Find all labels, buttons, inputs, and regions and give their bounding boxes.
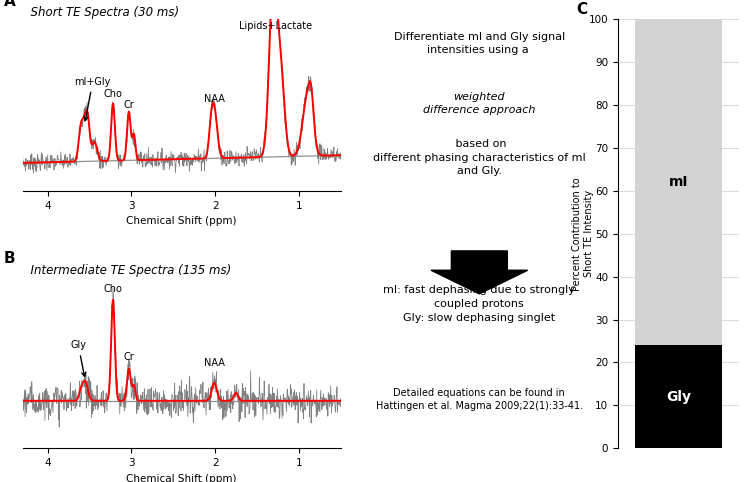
Text: Lipids+Lactate: Lipids+Lactate <box>239 21 312 31</box>
Text: B: B <box>4 251 15 266</box>
Text: Cho: Cho <box>103 89 122 99</box>
Text: Cho: Cho <box>103 284 122 294</box>
Text: Cr: Cr <box>124 352 134 362</box>
Text: mI: mI <box>669 175 688 189</box>
Text: Intermediate TE Spectra (135 ms): Intermediate TE Spectra (135 ms) <box>23 264 231 277</box>
Text: weighted
difference approach: weighted difference approach <box>423 92 535 115</box>
Text: Gly: Gly <box>70 340 86 376</box>
Text: Differentiate mI and Gly signal
intensities using a: Differentiate mI and Gly signal intensit… <box>394 32 565 55</box>
Text: Short TE Spectra (30 ms): Short TE Spectra (30 ms) <box>23 6 179 19</box>
X-axis label: Chemical Shift (ppm): Chemical Shift (ppm) <box>127 216 237 226</box>
Text: Gly: Gly <box>666 390 691 404</box>
Text: Cr: Cr <box>124 99 134 109</box>
Bar <box>635 19 722 345</box>
Text: NAA: NAA <box>204 358 225 367</box>
Text: mI: fast dephasing due to strongly
coupled protons
Gly: slow dephasing singlet: mI: fast dephasing due to strongly coupl… <box>383 285 575 323</box>
Text: Detailed equations can be found in
Hattingen et al. Magma 2009;22(1):33-41.: Detailed equations can be found in Hatti… <box>375 388 583 412</box>
FancyArrow shape <box>431 251 528 294</box>
Y-axis label: Percent Contribution to
Short TE Intensity: Percent Contribution to Short TE Intensi… <box>572 177 594 291</box>
Text: based on
different phasing characteristics of mI
and Gly.: based on different phasing characteristi… <box>373 139 586 176</box>
X-axis label: Chemical Shift (ppm): Chemical Shift (ppm) <box>127 473 237 482</box>
Text: C: C <box>576 2 587 17</box>
Text: mI+Gly: mI+Gly <box>75 77 111 120</box>
Bar <box>635 345 722 448</box>
Text: A: A <box>4 0 15 9</box>
Text: NAA: NAA <box>204 94 225 105</box>
